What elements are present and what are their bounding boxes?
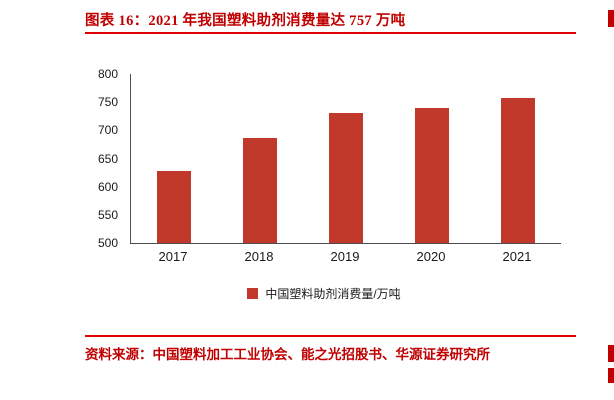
chart-legend: 中国塑料助剂消费量/万吨	[85, 285, 563, 302]
bar-2018	[243, 137, 277, 243]
top-divider-line	[85, 32, 576, 34]
bar-2020	[415, 107, 449, 243]
x-tick-label-2018: 2018	[244, 249, 274, 264]
y-tick-label-550: 550	[97, 207, 118, 222]
y-axis: 500 550 600 650 700 750 800	[85, 67, 124, 250]
adjacent-column-fragment-bottom-2	[608, 368, 614, 383]
bars-container	[131, 74, 561, 243]
plot-area	[130, 74, 561, 244]
x-tick-label-2017: 2017	[158, 249, 188, 264]
source-note: 资料来源：中国塑料加工工业协会、能之光招股书、华源证券研究所	[85, 347, 490, 362]
bottom-divider-line	[85, 335, 576, 337]
y-tick-label-650: 650	[97, 151, 118, 166]
y-tick-label-750: 750	[97, 95, 118, 110]
y-tick-label-600: 600	[97, 179, 118, 194]
legend-swatch	[247, 288, 259, 299]
figure-title: 图表 16：2021 年我国塑料助剂消费量达 757 万吨	[85, 13, 406, 29]
y-tick-label-800: 800	[97, 67, 118, 81]
legend-label: 中国塑料助剂消费量/万吨	[265, 287, 401, 301]
y-tick-label-700: 700	[97, 123, 118, 138]
bar-2017	[157, 171, 191, 243]
y-tick-label-500: 500	[97, 236, 118, 250]
x-tick-label-2021: 2021	[502, 249, 532, 264]
bar-2019	[329, 113, 363, 243]
x-tick-label-2019: 2019	[330, 249, 360, 264]
adjacent-column-fragment-bottom-1	[608, 345, 614, 362]
bar-2021	[501, 98, 535, 243]
adjacent-column-fragment-top	[608, 10, 614, 27]
x-tick-label-2020: 2020	[416, 249, 446, 264]
x-axis: 2017 2018 2019 2020 2021	[130, 249, 560, 264]
